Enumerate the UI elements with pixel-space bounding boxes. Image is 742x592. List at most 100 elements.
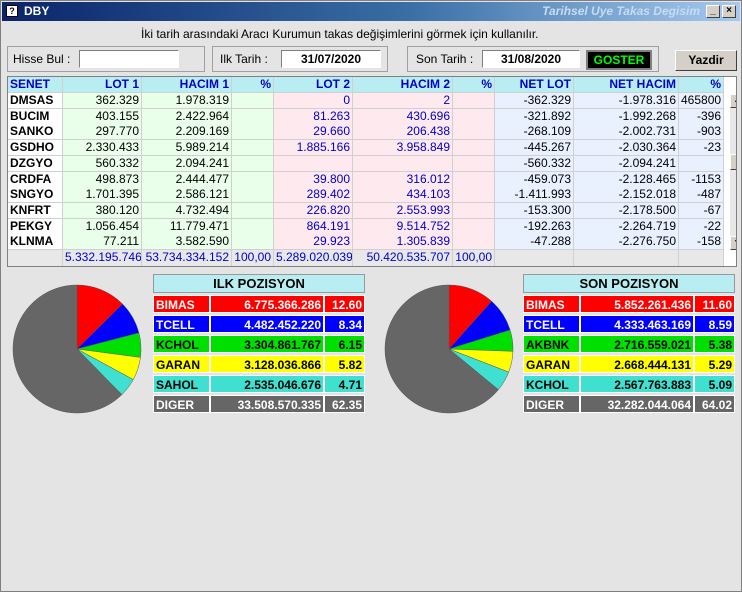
table-row[interactable]: SANKO 297.770 2.209.169 29.660 206.438 -268.1… bbox=[8, 124, 724, 141]
position-pct: 5.29 bbox=[694, 355, 735, 373]
goster-button[interactable]: GOSTER bbox=[586, 50, 652, 70]
cell-lot1: 362.329 bbox=[63, 93, 142, 109]
son-tarih-label: Son Tarih : bbox=[416, 52, 474, 66]
cell-pct-net: -158 bbox=[679, 234, 724, 251]
table-row[interactable]: BUCIM 403.155 2.422.964 81.263 430.696 -321.8… bbox=[8, 108, 724, 125]
son-tarih-field[interactable]: 31/08/2020 bbox=[482, 50, 580, 68]
cell-net-hacim: -2.178.500 bbox=[574, 202, 679, 219]
position-value: 2.535.046.676 bbox=[210, 375, 324, 393]
cell-net-lot: -1.411.993 bbox=[495, 187, 574, 204]
scroll-thumb[interactable] bbox=[730, 154, 736, 170]
grid-totals-row[interactable]: 5.332.195.746 53.734.334.152 100,00 5.289.0… bbox=[8, 250, 724, 266]
column-header-lot1[interactable]: LOT 1 bbox=[63, 77, 142, 93]
grid-scrollbar[interactable]: ▲ ▼ bbox=[730, 94, 736, 250]
column-header-hacim2[interactable]: HACIM 2 bbox=[353, 77, 453, 93]
cell-pct2 bbox=[453, 234, 495, 251]
cell-net-hacim: -1.978.316 bbox=[574, 93, 679, 109]
column-header-net-lot[interactable]: NET LOT bbox=[495, 77, 574, 93]
cell-lot2: 39.800 bbox=[274, 171, 353, 188]
list-item: TCELL 4.482.452.220 8.34 bbox=[153, 315, 365, 334]
cell-lot1: 297.770 bbox=[63, 124, 142, 141]
position-name: BIMAS bbox=[153, 295, 210, 313]
cell-pct2 bbox=[453, 155, 495, 172]
table-row[interactable]: SNGYO 1.701.395 2.586.121 289.402 434.103 -1.… bbox=[8, 187, 724, 204]
total-cell-hacim2: 50.420.535.707 bbox=[353, 250, 453, 266]
position-value: 33.508.570.335 bbox=[210, 395, 324, 413]
table-row[interactable]: DZGYO 560.332 2.094.241 -560.332 -2.094.241 bbox=[8, 155, 724, 172]
cell-hacim1: 2.094.241 bbox=[142, 155, 232, 172]
column-header-net-hacim[interactable]: NET HACIM bbox=[574, 77, 679, 93]
position-pct: 12.60 bbox=[324, 295, 365, 313]
son-pie-chart bbox=[384, 284, 514, 414]
table-row[interactable]: CRDFA 498.873 2.444.477 39.800 316.012 -459.0… bbox=[8, 171, 724, 188]
app-title: DBY bbox=[24, 4, 50, 18]
hisse-group bbox=[7, 46, 205, 72]
cell-net-lot: -445.267 bbox=[495, 140, 574, 157]
table-row[interactable]: KLNMA 77.211 3.582.590 29.923 1.305.839 -47.2… bbox=[8, 234, 724, 251]
table-row[interactable]: DMSAS 362.329 1.978.319 0 2 -362.329 -1.978.31… bbox=[8, 93, 724, 109]
hisse-search-input[interactable] bbox=[79, 50, 179, 68]
cell-pct2 bbox=[453, 140, 495, 157]
table-row[interactable]: KNFRT 380.120 4.732.494 226.820 2.553.993 -15… bbox=[8, 202, 724, 219]
scroll-down-icon[interactable]: ▼ bbox=[730, 236, 736, 250]
cell-net-lot: -459.073 bbox=[495, 171, 574, 188]
list-item: TCELL 4.333.463.169 8.59 bbox=[523, 315, 735, 334]
cell-hacim2: 316.012 bbox=[353, 171, 453, 188]
cell-hacim1: 2.209.169 bbox=[142, 124, 232, 141]
position-name: GARAN bbox=[153, 355, 210, 373]
position-name: TCELL bbox=[153, 315, 210, 333]
list-item: BIMAS 6.775.366.286 12.60 bbox=[153, 295, 365, 314]
title-bar[interactable]: ? DBY Tarihsel Uye Takas Degisim _ × bbox=[2, 2, 740, 21]
position-name: DIGER bbox=[523, 395, 580, 413]
position-name: SAHOL bbox=[153, 375, 210, 393]
cell-lot2: 226.820 bbox=[274, 202, 353, 219]
cell-net-hacim: -2.128.465 bbox=[574, 171, 679, 188]
cell-senet: DMSAS bbox=[8, 93, 63, 109]
position-value: 32.282.044.064 bbox=[580, 395, 694, 413]
column-header-senet[interactable]: SENET bbox=[8, 77, 63, 93]
cell-pct1 bbox=[232, 93, 274, 109]
list-item: DIGER 32.282.044.064 64.02 bbox=[523, 395, 735, 414]
table-row[interactable]: GSDHO 2.330.433 5.989.214 1.885.166 3.958.84… bbox=[8, 140, 724, 157]
cell-hacim1: 1.978.319 bbox=[142, 93, 232, 109]
cell-pct1 bbox=[232, 108, 274, 125]
table-row[interactable]: PEKGY 1.056.454 11.779.471 864.191 9.514.752… bbox=[8, 218, 724, 235]
position-value: 4.482.452.220 bbox=[210, 315, 324, 333]
cell-lot1: 2.330.433 bbox=[63, 140, 142, 157]
cell-senet: BUCIM bbox=[8, 108, 63, 125]
list-item: GARAN 2.668.444.131 5.29 bbox=[523, 355, 735, 374]
column-header-pct1[interactable]: % bbox=[232, 77, 274, 93]
cell-hacim2: 9.514.752 bbox=[353, 218, 453, 235]
ilk-tarih-field[interactable]: 31/07/2020 bbox=[281, 50, 381, 68]
cell-hacim2: 3.958.849 bbox=[353, 140, 453, 157]
position-value: 2.567.763.883 bbox=[580, 375, 694, 393]
position-value: 3.128.036.866 bbox=[210, 355, 324, 373]
cell-lot1: 560.332 bbox=[63, 155, 142, 172]
position-name: DIGER bbox=[153, 395, 210, 413]
cell-hacim2: 1.305.839 bbox=[353, 234, 453, 251]
app-icon[interactable]: ? bbox=[6, 5, 18, 17]
scroll-up-icon[interactable]: ▲ bbox=[730, 94, 736, 108]
cell-net-hacim: -2.276.750 bbox=[574, 234, 679, 251]
cell-hacim1: 2.422.964 bbox=[142, 108, 232, 125]
column-header-pct-net[interactable]: % bbox=[679, 77, 724, 93]
cell-senet: KLNMA bbox=[8, 234, 63, 251]
cell-pct1 bbox=[232, 218, 274, 235]
close-button[interactable]: × bbox=[722, 5, 736, 18]
yazdir-button[interactable]: Yazdir bbox=[675, 50, 737, 71]
cell-net-hacim: -2.002.731 bbox=[574, 124, 679, 141]
column-header-lot2[interactable]: LOT 2 bbox=[274, 77, 353, 93]
minimize-button[interactable]: _ bbox=[706, 5, 720, 18]
son-pozisyon-title: SON POZISYON bbox=[523, 274, 735, 293]
cell-hacim1: 3.582.590 bbox=[142, 234, 232, 251]
cell-lot1: 77.211 bbox=[63, 234, 142, 251]
cell-pct-net: -23 bbox=[679, 140, 724, 157]
column-header-pct2[interactable]: % bbox=[453, 77, 495, 93]
list-item: AKBNK 2.716.559.021 5.38 bbox=[523, 335, 735, 354]
cell-hacim2 bbox=[353, 155, 453, 172]
cell-senet: SNGYO bbox=[8, 187, 63, 204]
column-header-hacim1[interactable]: HACIM 1 bbox=[142, 77, 232, 93]
cell-net-lot: -153.300 bbox=[495, 202, 574, 219]
cell-pct2 bbox=[453, 202, 495, 219]
